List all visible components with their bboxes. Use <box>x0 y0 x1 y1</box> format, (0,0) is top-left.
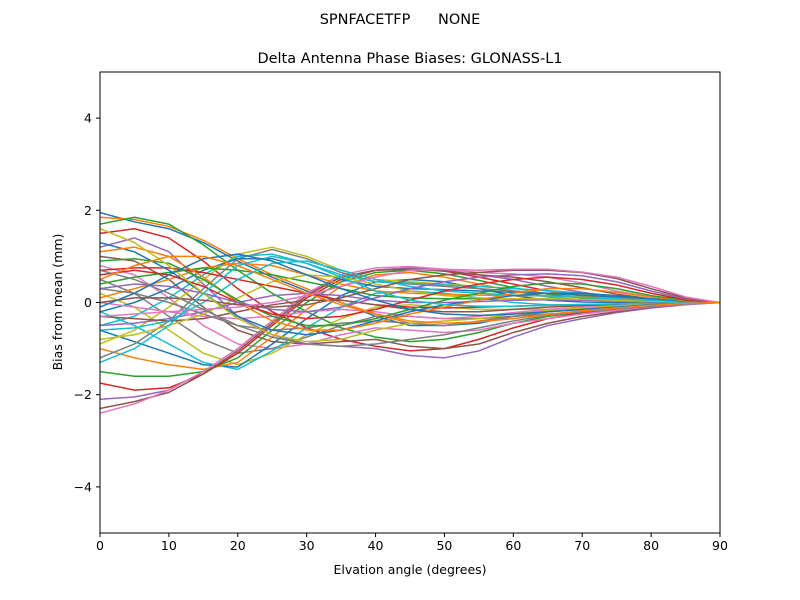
x-tick-label: 40 <box>368 538 384 553</box>
series-line-38 <box>100 269 720 348</box>
series-line-32 <box>100 246 720 331</box>
x-tick-label: 70 <box>574 538 590 553</box>
series-line-5 <box>100 237 720 359</box>
series-line-7 <box>100 264 720 350</box>
series-line-30 <box>100 260 720 331</box>
series-line-41 <box>100 253 720 317</box>
y-axis: −4 −2 0 2 4 <box>74 111 100 494</box>
x-tick-label: 80 <box>643 538 659 553</box>
x-axis-label: Elvation angle (degrees) <box>333 562 486 577</box>
y-tick-label: 0 <box>84 295 92 310</box>
x-tick-label: 60 <box>505 538 521 553</box>
chart-title: Delta Antenna Phase Biases: GLONASS-L1 <box>257 51 562 67</box>
y-tick-label: −2 <box>74 387 92 402</box>
x-tick-label: 50 <box>436 538 452 553</box>
series-line-17 <box>100 265 720 414</box>
series-line-29 <box>100 274 720 341</box>
x-tick-label: 0 <box>96 538 104 553</box>
series-layer <box>100 211 720 414</box>
x-tick-label: 20 <box>230 538 246 553</box>
y-tick-label: −4 <box>74 479 92 494</box>
x-tick-label: 10 <box>161 538 177 553</box>
series-line-42 <box>100 255 720 324</box>
series-line-40 <box>100 255 720 364</box>
y-axis-label: Bias from mean (mm) <box>50 234 65 371</box>
figure-suptitle: SPNFACETFP NONE <box>320 12 481 28</box>
x-axis: 0 10 20 30 40 50 60 70 80 90 <box>96 533 728 553</box>
series-line-16 <box>100 268 720 410</box>
series-line-6 <box>100 255 720 350</box>
y-tick-label: 4 <box>84 111 92 126</box>
y-tick-label: 2 <box>84 203 92 218</box>
x-tick-label: 90 <box>712 538 728 553</box>
x-tick-label: 30 <box>299 538 315 553</box>
series-line-36 <box>100 269 720 308</box>
